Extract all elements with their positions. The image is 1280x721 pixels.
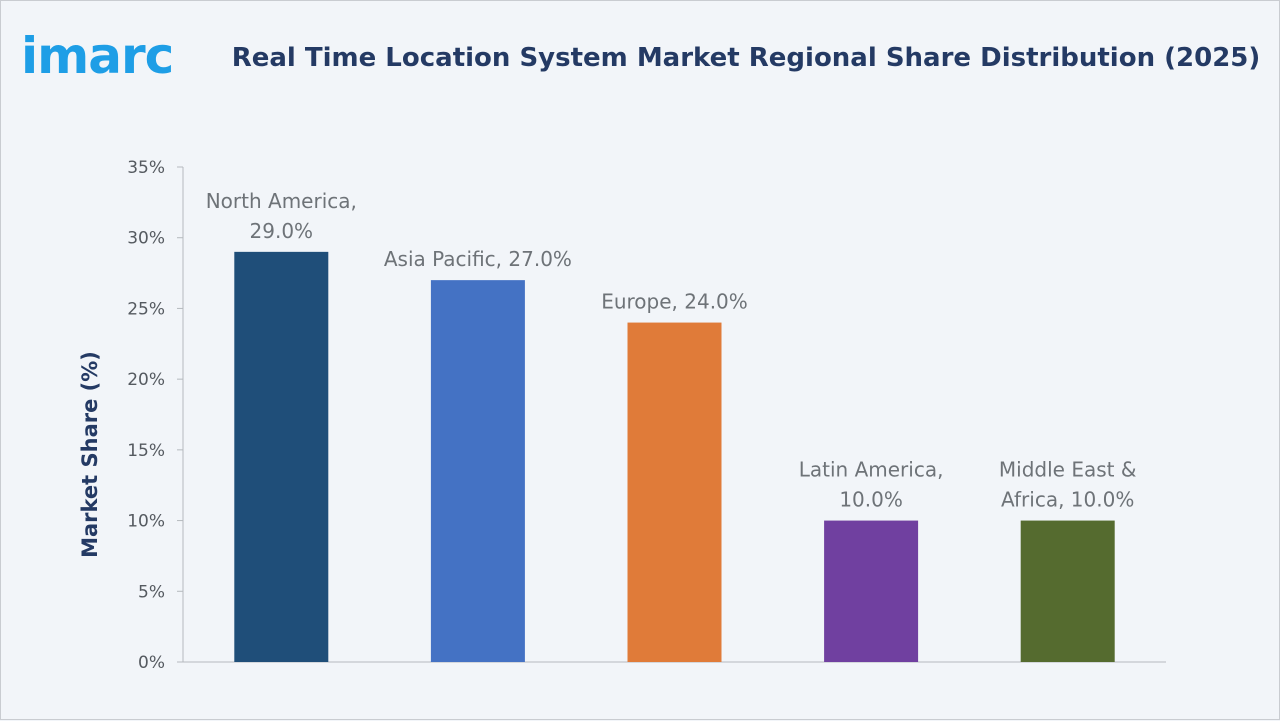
bar <box>234 251 329 662</box>
y-tick-label: 5% <box>138 582 165 602</box>
y-axis: 0% 5% 10% 15% 20% 25% 30% 35% <box>127 158 1166 673</box>
bar <box>627 322 722 662</box>
y-tick-label: 0% <box>138 653 165 673</box>
bar <box>824 520 919 662</box>
y-tick-label: 10% <box>127 512 165 532</box>
y-tick-label: 20% <box>127 370 165 390</box>
data-label: Europe, 24.0% <box>601 290 748 314</box>
data-label: Middle East & Africa, 10.0% <box>999 458 1137 512</box>
bar <box>1020 520 1115 662</box>
chart-title: Real Time Location System Market Regiona… <box>231 43 1261 73</box>
imarc-logo: imarc <box>21 27 174 85</box>
data-label: Latin America, 10.0% <box>799 458 944 512</box>
y-tick-label: 15% <box>127 441 165 461</box>
y-tick-label: 30% <box>127 229 165 249</box>
data-label: Asia Pacific, 27.0% <box>384 247 572 271</box>
y-tick-label: 35% <box>127 158 165 178</box>
data-label: North America, 29.0% <box>206 189 357 243</box>
bar <box>430 280 525 662</box>
y-axis-title: Market Share (%) <box>78 351 102 558</box>
logo-text: imarc <box>21 27 173 85</box>
y-tick-label: 25% <box>127 299 165 319</box>
data-labels: North America, 29.0% Asia Pacific, 27.0% Eu… <box>206 189 1137 512</box>
bars <box>234 251 1115 662</box>
